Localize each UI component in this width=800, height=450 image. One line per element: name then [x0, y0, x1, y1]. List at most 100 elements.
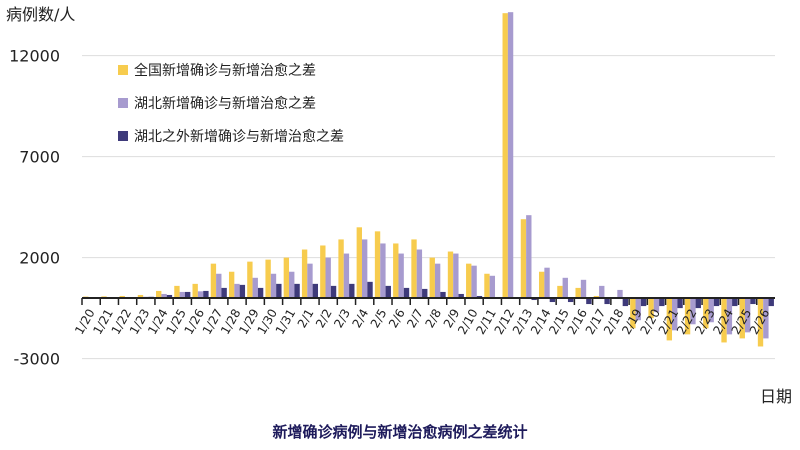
bar	[137, 294, 144, 298]
bar	[586, 298, 592, 305]
x-tick-label: 2/26	[747, 307, 773, 337]
bar	[403, 287, 410, 298]
legend-label: 湖北新增确诊与新增治愈之差	[134, 96, 316, 112]
bar	[526, 215, 532, 298]
bar	[672, 298, 678, 331]
bar	[434, 263, 441, 298]
bar	[320, 245, 326, 298]
bar	[489, 275, 496, 298]
y-tick-label: -3000	[14, 350, 61, 369]
bar	[721, 298, 727, 343]
bar	[374, 231, 381, 298]
bar	[330, 285, 337, 298]
bar	[216, 273, 222, 298]
bar	[695, 298, 701, 309]
bar	[210, 263, 217, 298]
bar	[732, 298, 738, 307]
x-tick-label: 2/8	[422, 307, 444, 331]
legend-swatch	[118, 98, 128, 108]
bar	[768, 298, 774, 307]
bar	[648, 298, 654, 319]
bar	[228, 271, 235, 298]
bar	[179, 291, 185, 298]
bar	[234, 283, 240, 298]
bar	[757, 298, 764, 347]
bar	[416, 249, 423, 298]
x-tick-label: 2/3	[331, 307, 353, 331]
x-tick-label: 2/7	[404, 307, 426, 331]
x-tick-label: 2/1	[295, 307, 317, 331]
bar	[161, 293, 167, 298]
bar	[356, 227, 362, 298]
bar	[593, 295, 600, 298]
bar	[567, 298, 574, 303]
bar	[203, 290, 209, 298]
bar	[544, 267, 550, 298]
bar	[622, 298, 629, 307]
x-tick-label: 2/6	[386, 307, 408, 331]
bar	[466, 263, 472, 298]
bar	[538, 271, 545, 298]
bar	[640, 298, 647, 307]
bar	[325, 257, 331, 298]
y-tick-label: 7000	[19, 148, 60, 167]
bar	[599, 285, 605, 298]
bar	[265, 259, 271, 298]
y-tick-label: 2000	[19, 249, 60, 268]
bar	[422, 288, 428, 298]
bar	[252, 277, 258, 298]
x-tick-label: 1/31	[273, 307, 299, 337]
bar	[703, 298, 709, 329]
bar	[343, 253, 350, 298]
legend-swatch	[118, 131, 128, 141]
bar	[119, 295, 125, 298]
bar	[156, 290, 162, 298]
bar	[484, 273, 490, 298]
bar	[283, 257, 290, 298]
bar	[429, 257, 435, 298]
chart-title: 新增确诊病例与新增治愈病例之差统计	[272, 423, 527, 441]
bar	[380, 243, 386, 298]
bar	[276, 283, 282, 298]
bar	[580, 279, 587, 298]
bar	[659, 298, 665, 307]
bar	[713, 298, 720, 307]
legend-swatch	[118, 65, 128, 75]
bar	[763, 298, 769, 339]
bar	[726, 298, 733, 335]
bar	[502, 13, 508, 299]
bar	[166, 294, 173, 298]
x-axis-label: 日期	[760, 387, 792, 406]
x-tick-label: 2/2	[313, 307, 335, 331]
bar	[301, 249, 308, 298]
bar	[575, 287, 581, 298]
y-tick-label: 12000	[9, 47, 60, 66]
bar	[690, 298, 696, 325]
bar	[349, 283, 355, 298]
bar	[453, 253, 459, 298]
bar	[666, 298, 673, 341]
bar	[294, 283, 300, 298]
bar	[531, 298, 537, 301]
bar	[312, 283, 319, 298]
bar	[562, 277, 568, 298]
bar	[653, 298, 660, 313]
bar	[411, 239, 417, 298]
bar	[385, 285, 391, 298]
bar	[270, 273, 277, 298]
bar	[398, 253, 404, 298]
bar	[239, 284, 246, 298]
bar	[447, 251, 454, 298]
bar	[174, 285, 180, 298]
bar	[476, 295, 483, 298]
bar	[197, 291, 204, 298]
bar	[744, 298, 751, 333]
bar	[289, 271, 295, 298]
bar	[604, 298, 610, 305]
bar	[549, 298, 556, 303]
bar	[307, 263, 313, 298]
bar	[440, 291, 446, 298]
bar	[677, 298, 683, 309]
bar	[192, 283, 198, 298]
